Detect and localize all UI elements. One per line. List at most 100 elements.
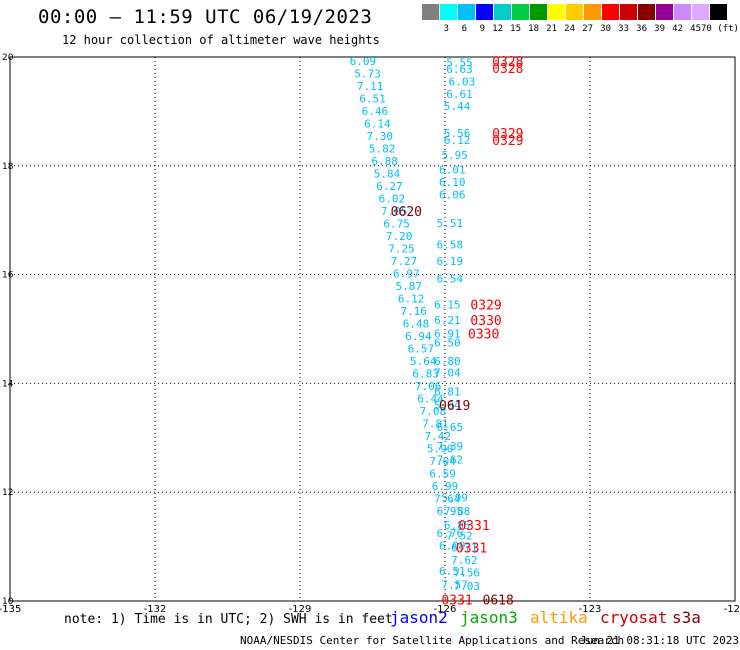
wave-height-value: 6.19: [437, 255, 464, 268]
y-tick-label: 16: [2, 271, 14, 281]
wave-height-value: 7.62: [437, 454, 464, 467]
color-swatch: [422, 4, 439, 20]
pass-time-label: 0329: [470, 299, 501, 314]
color-scale-label: 24: [564, 24, 575, 34]
wave-height-value: 7.06: [415, 380, 442, 393]
wave-height-value: 5.56: [444, 127, 471, 140]
x-tick-label: -129: [289, 604, 312, 615]
wave-height-value: 5.87: [396, 280, 423, 293]
color-swatch: [458, 4, 475, 20]
wave-height-value: 5.99: [441, 492, 468, 505]
wave-height-value: 6.10: [439, 176, 466, 189]
wave-height-value: 5.44: [444, 100, 471, 113]
color-swatch: [602, 4, 619, 20]
wave-height-value: 7.04: [429, 455, 456, 468]
color-swatch: [548, 4, 565, 20]
color-scale-label: 70 (ft): [701, 24, 739, 34]
wave-height-value: 7.64: [434, 493, 461, 506]
wave-height-value: 7.81: [422, 418, 449, 431]
color-scale-label: 6: [461, 24, 467, 34]
color-scale-label: 27: [582, 24, 593, 34]
wave-height-value: 6.63: [446, 63, 473, 76]
y-tick-label: 20: [2, 53, 14, 63]
generation-timestamp: Jun 21 08:31:18 UTC 2023: [580, 634, 739, 647]
wave-height-value: 6.59: [429, 468, 456, 481]
wave-height-value: 7.30: [367, 130, 394, 143]
wave-height-value: 6.97: [393, 268, 420, 281]
wave-height-value: 6.85: [444, 519, 471, 532]
wave-height-value: 5.95: [441, 149, 468, 162]
color-swatch: [566, 4, 583, 20]
color-swatch: [512, 4, 529, 20]
wave-height-value: 6.50: [434, 337, 461, 350]
wave-height-value: 7.62: [451, 554, 478, 567]
satellite-label-altika: altika: [530, 608, 588, 627]
color-swatch: [476, 4, 493, 20]
wave-height-value: 7.88: [444, 505, 471, 518]
color-scale-label: 36: [636, 24, 647, 34]
wave-height-value: 6.94: [405, 330, 432, 343]
page-title: 00:00 – 11:59 UTC 06/19/2023: [38, 6, 373, 28]
color-scale-label: 33: [618, 24, 629, 34]
wave-height-value: 6.76: [437, 527, 464, 540]
wave-height-value: 6.12: [444, 134, 471, 147]
wave-height-value: 6.83: [412, 368, 439, 381]
wave-height-value: 6.06: [439, 189, 466, 202]
wave-height-value: 6.03: [449, 75, 476, 88]
x-tick-label: -123: [579, 604, 602, 615]
y-tick-label: 14: [2, 379, 14, 389]
wave-height-value: 6.12: [398, 293, 425, 306]
wave-height-value: 6.01: [439, 164, 466, 177]
y-tick-label: 10: [2, 597, 14, 607]
pass-time-label: 0330: [470, 314, 501, 329]
pass-time-label: 0328: [492, 62, 523, 77]
color-scale-label: 3: [443, 24, 449, 34]
wave-height-value: 7.56: [454, 567, 481, 580]
pass-time-label: 0619: [439, 399, 470, 414]
wave-height-value: 7.11: [357, 80, 384, 93]
pass-time-label: 0620: [391, 205, 422, 220]
pass-time-label: 0328: [492, 55, 523, 70]
wave-height-value: 7.08: [420, 405, 447, 418]
wave-height-value: 7.04: [434, 367, 461, 380]
x-tick-label: -132: [144, 604, 167, 615]
satellite-label-s3a: s3a: [672, 608, 701, 627]
x-tick-label: -135: [0, 604, 21, 615]
color-swatch: [494, 4, 511, 20]
wave-height-value: 6.15: [434, 299, 461, 312]
wave-height-value: 5.64: [410, 355, 437, 368]
color-scale-label: 21: [546, 24, 557, 34]
color-scale-label: 30: [600, 24, 611, 34]
wave-height-value: 7.25: [388, 242, 415, 255]
wave-height-value: 7.42: [425, 430, 452, 443]
color-swatch: [440, 4, 457, 20]
satellite-label-cryosat: cryosat: [600, 608, 668, 627]
pass-time-label: 0329: [492, 134, 523, 149]
wave-height-value: 6.09: [439, 540, 466, 553]
x-tick-label: -120: [724, 604, 740, 615]
pass-time-label: 0331: [456, 542, 487, 557]
color-swatch: [692, 4, 709, 20]
wave-height-value: 5.84: [374, 167, 401, 180]
wave-height-value: 7.20: [386, 230, 413, 243]
color-scale-label: 45: [690, 24, 701, 34]
wave-height-value: 6.91: [434, 327, 461, 340]
wave-height-value: 6.14: [364, 117, 391, 130]
wave-height-value: 5.90: [427, 443, 454, 456]
wave-height-value: 6.88: [371, 155, 398, 168]
wave-height-value: 6.21: [434, 314, 461, 327]
wave-height-value: 6.71: [451, 542, 478, 555]
page-subtitle: 12 hour collection of altimeter wave hei…: [62, 33, 380, 47]
wave-height-value: 6.75: [383, 217, 410, 230]
wave-height-value: 7.52: [446, 530, 473, 543]
color-swatch: [530, 4, 547, 20]
pass-time-label: 0330: [468, 327, 499, 342]
wave-height-value: 7.39: [437, 440, 464, 453]
color-scale-label: 42: [672, 24, 683, 34]
wave-height-value: 5.73: [354, 67, 381, 80]
wave-height-value: 6.51: [439, 565, 466, 578]
pass-time-label: 0329: [492, 127, 523, 142]
wave-height-value: 6.58: [437, 239, 464, 252]
wave-height-value: 6.80: [434, 355, 461, 368]
